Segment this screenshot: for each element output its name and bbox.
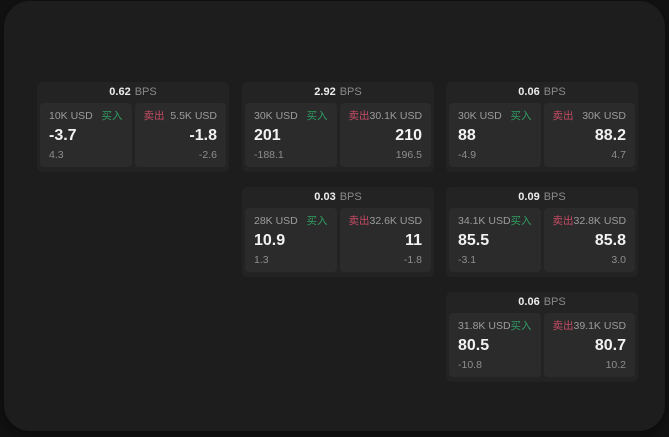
- sell-price: 88.2: [594, 126, 626, 144]
- buy-price: 88: [458, 126, 476, 144]
- sell-price: -1.8: [189, 126, 217, 144]
- sell-panel[interactable]: 卖出 32.6K USD 11 -1.8: [339, 208, 431, 272]
- sell-label: 卖出: [143, 110, 165, 122]
- bps-value: 0.62: [109, 86, 131, 98]
- sell-price: 85.8: [594, 231, 626, 249]
- sell-delta: 3.0: [611, 254, 626, 266]
- card-body: 31.8K USD 买入 80.5 -10.8 卖出 39.1K USD 80.…: [449, 313, 635, 377]
- buy-panel[interactable]: 31.8K USD 买入 80.5 -10.8: [449, 313, 541, 377]
- quote-card: 2.92 BPS 30K USD 买入 201 -188.1 卖出 30.1K …: [242, 82, 434, 172]
- bps-unit-label: BPS: [543, 86, 566, 98]
- bps-unit-label: BPS: [339, 86, 362, 98]
- buy-amount-label: 30K USD: [254, 110, 298, 122]
- buy-label: 买入: [510, 110, 532, 122]
- card-body: 10K USD 买入 -3.7 4.3 卖出 5.5K USD -1.8 -2.…: [40, 103, 226, 167]
- bps-unit-label: BPS: [134, 86, 157, 98]
- card-header: 2.92 BPS: [245, 82, 431, 103]
- quote-card: 0.09 BPS 34.1K USD 买入 85.5 -3.1 卖出 32.8K…: [446, 187, 638, 277]
- buy-delta: -10.8: [458, 359, 482, 371]
- bps-value: 0.03: [314, 191, 336, 203]
- card-header: 0.06 BPS: [449, 292, 635, 313]
- buy-panel[interactable]: 10K USD 买入 -3.7 4.3: [40, 103, 132, 167]
- sell-delta: 196.5: [395, 149, 422, 161]
- card-body: 30K USD 买入 201 -188.1 卖出 30.1K USD 210 1…: [245, 103, 431, 167]
- buy-panel[interactable]: 30K USD 买入 88 -4.9: [449, 103, 541, 167]
- bps-value: 2.92: [314, 86, 336, 98]
- sell-amount-label: 32.6K USD: [369, 215, 423, 227]
- quote-card: 0.06 BPS 31.8K USD 买入 80.5 -10.8 卖出 39.1…: [446, 292, 638, 382]
- card-body: 34.1K USD 买入 85.5 -3.1 卖出 32.8K USD 85.8…: [449, 208, 635, 272]
- card-header: 0.62 BPS: [40, 82, 226, 103]
- sell-amount-label: 30K USD: [582, 110, 626, 122]
- sell-panel[interactable]: 卖出 39.1K USD 80.7 10.2: [543, 313, 635, 377]
- sell-amount-label: 39.1K USD: [573, 320, 627, 332]
- sell-panel[interactable]: 卖出 5.5K USD -1.8 -2.6: [134, 103, 226, 167]
- card-header: 0.09 BPS: [449, 187, 635, 208]
- buy-amount-label: 31.8K USD: [458, 320, 511, 332]
- dashboard-panel: 0.62 BPS 10K USD 买入 -3.7 4.3 卖出 5.5K USD…: [4, 1, 665, 431]
- sell-label: 卖出: [552, 215, 574, 227]
- sell-delta: 10.2: [605, 359, 626, 371]
- buy-amount-label: 34.1K USD: [458, 215, 511, 227]
- card-body: 30K USD 买入 88 -4.9 卖出 30K USD 88.2 4.7: [449, 103, 635, 167]
- card-header: 0.06 BPS: [449, 82, 635, 103]
- buy-delta: -188.1: [254, 149, 284, 161]
- buy-label: 买入: [510, 215, 532, 227]
- sell-label: 卖出: [552, 110, 574, 122]
- buy-panel[interactable]: 30K USD 买入 201 -188.1: [245, 103, 337, 167]
- sell-price: 80.7: [594, 336, 626, 354]
- buy-label: 买入: [510, 320, 532, 332]
- buy-label: 买入: [306, 110, 328, 122]
- buy-delta: 1.3: [254, 254, 269, 266]
- quote-card: 0.62 BPS 10K USD 买入 -3.7 4.3 卖出 5.5K USD…: [37, 82, 229, 172]
- bps-value: 0.06: [518, 86, 540, 98]
- sell-panel[interactable]: 卖出 32.8K USD 85.8 3.0: [543, 208, 635, 272]
- sell-label: 卖出: [348, 110, 370, 122]
- buy-panel[interactable]: 34.1K USD 买入 85.5 -3.1: [449, 208, 541, 272]
- buy-delta: 4.3: [49, 149, 64, 161]
- bps-value: 0.06: [518, 296, 540, 308]
- sell-label: 卖出: [348, 215, 370, 227]
- buy-label: 买入: [101, 110, 123, 122]
- sell-panel[interactable]: 卖出 30.1K USD 210 196.5: [339, 103, 431, 167]
- bps-unit-label: BPS: [339, 191, 362, 203]
- sell-amount-label: 5.5K USD: [170, 110, 217, 122]
- bps-unit-label: BPS: [543, 296, 566, 308]
- sell-panel[interactable]: 卖出 30K USD 88.2 4.7: [543, 103, 635, 167]
- buy-price: 85.5: [458, 231, 490, 249]
- buy-amount-label: 10K USD: [49, 110, 93, 122]
- buy-amount-label: 28K USD: [254, 215, 298, 227]
- sell-amount-label: 32.8K USD: [573, 215, 627, 227]
- buy-delta: -4.9: [458, 149, 477, 161]
- sell-amount-label: 30.1K USD: [369, 110, 423, 122]
- buy-amount-label: 30K USD: [458, 110, 502, 122]
- card-body: 28K USD 买入 10.9 1.3 卖出 32.6K USD 11 -1.8: [245, 208, 431, 272]
- buy-price: -3.7: [49, 126, 77, 144]
- bps-unit-label: BPS: [543, 191, 566, 203]
- buy-panel[interactable]: 28K USD 买入 10.9 1.3: [245, 208, 337, 272]
- buy-price: 80.5: [458, 336, 490, 354]
- sell-delta: -2.6: [198, 149, 217, 161]
- quote-card: 0.06 BPS 30K USD 买入 88 -4.9 卖出 30K USD 8…: [446, 82, 638, 172]
- buy-label: 买入: [306, 215, 328, 227]
- buy-delta: -3.1: [458, 254, 477, 266]
- quote-card: 0.03 BPS 28K USD 买入 10.9 1.3 卖出 32.6K US…: [242, 187, 434, 277]
- card-header: 0.03 BPS: [245, 187, 431, 208]
- bps-value: 0.09: [518, 191, 540, 203]
- sell-label: 卖出: [552, 320, 574, 332]
- sell-delta: -1.8: [403, 254, 422, 266]
- sell-price: 210: [395, 126, 422, 144]
- sell-price: 11: [405, 231, 422, 249]
- buy-price: 201: [254, 126, 281, 144]
- buy-price: 10.9: [254, 231, 286, 249]
- sell-delta: 4.7: [611, 149, 626, 161]
